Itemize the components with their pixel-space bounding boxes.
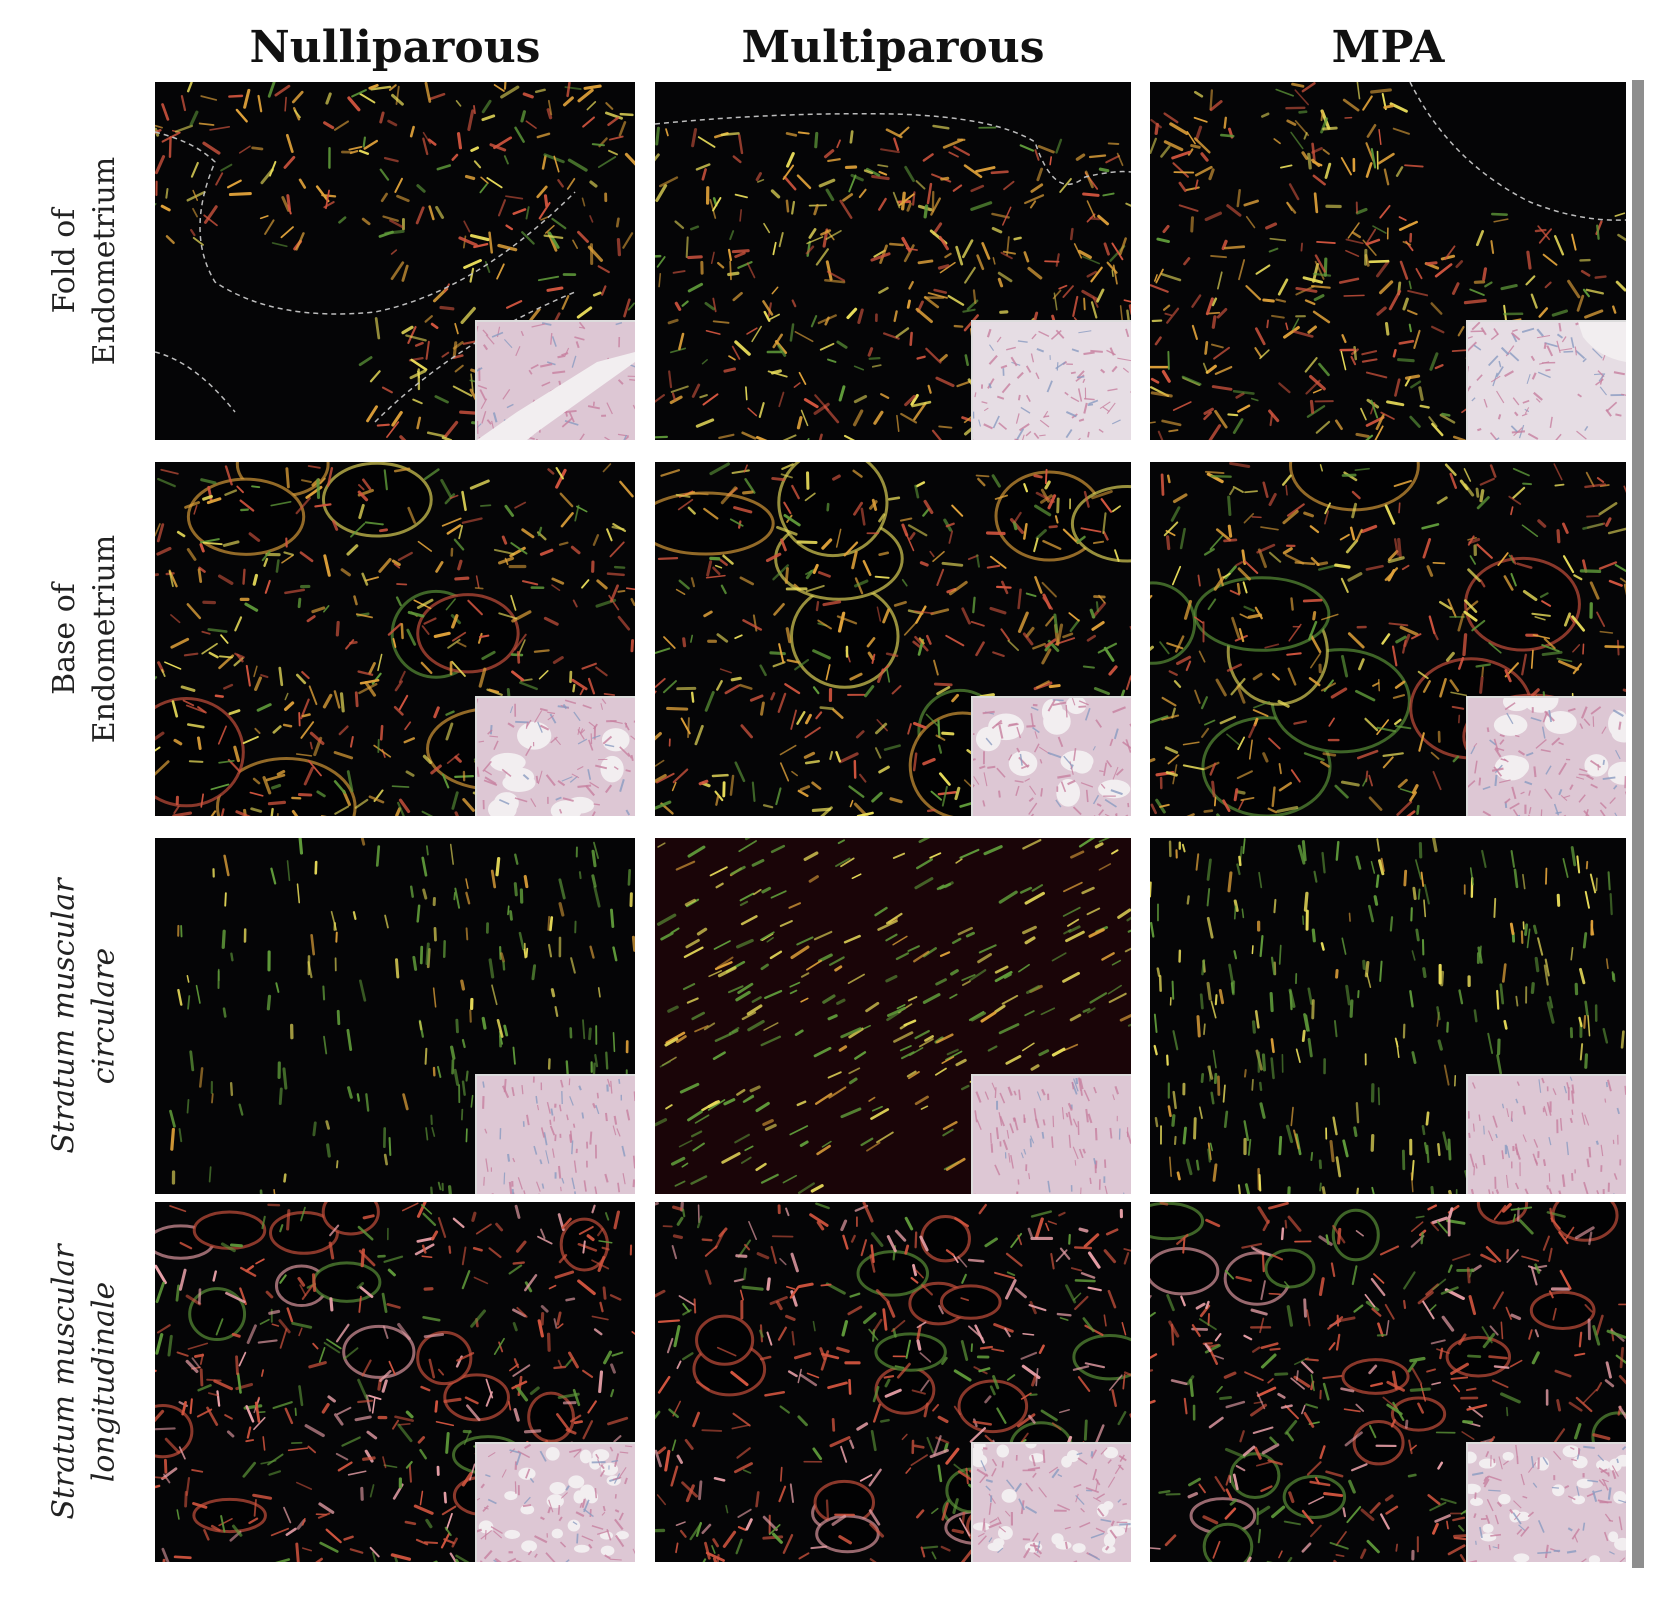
row-label-line1: Base of [47,583,83,695]
row-label-line2: Endometrium [87,156,123,366]
row-label-line1: Stratum muscular [47,1244,82,1520]
micrograph-stratum-muscular-longitudinale-multiparous [655,1202,1131,1562]
micrograph-stratum-muscular-longitudinale-nulliparous [155,1202,635,1562]
brightfield-inset [1466,1074,1626,1194]
brightfield-inset [475,1442,635,1562]
brightfield-inset [475,320,635,440]
row-label-base-of-endometrium: Base of Endometrium [30,462,140,816]
brightfield-inset [971,696,1131,816]
brightfield-inset [971,320,1131,440]
brightfield-inset [1466,696,1626,816]
micrograph-stratum-muscular-circulare-mpa [1150,838,1626,1194]
brightfield-inset [475,696,635,816]
row-label-stratum-muscular-circulare: Stratum muscular circulare [30,838,140,1194]
brightfield-inset [1466,1442,1626,1562]
row-label-fold-of-endometrium: Fold of Endometrium [30,82,140,440]
brightfield-inset [1466,320,1626,440]
brightfield-inset [475,1074,635,1194]
brightfield-inset [971,1442,1131,1562]
row-label-line2: Endometrium [87,534,123,744]
row-label-stratum-muscular-longitudinale: Stratum muscular longitudinale [30,1202,140,1562]
brightfield-inset [971,1074,1131,1194]
column-header-nulliparous: Nulliparous [249,22,541,73]
micrograph-base-of-endometrium-mpa [1150,462,1626,816]
row-label-line1: Fold of [47,208,83,314]
micrograph-base-of-endometrium-nulliparous [155,462,635,816]
right-edge-bar [1632,80,1644,1568]
micrograph-stratum-muscular-longitudinale-mpa [1150,1202,1626,1562]
micrograph-fold-of-endometrium-nulliparous [155,82,635,440]
column-header-multiparous: Multiparous [741,22,1045,73]
row-label-line2: circulare [87,947,122,1085]
micrograph-fold-of-endometrium-multiparous [655,82,1131,440]
micrograph-stratum-muscular-circulare-nulliparous [155,838,635,1194]
column-header-mpa: MPA [1331,22,1445,73]
row-label-line2: longitudinale [87,1281,122,1483]
micrograph-stratum-muscular-circulare-multiparous [655,838,1131,1194]
micrograph-base-of-endometrium-multiparous [655,462,1131,816]
row-label-line1: Stratum muscular [47,878,82,1154]
micrograph-fold-of-endometrium-mpa [1150,82,1626,440]
